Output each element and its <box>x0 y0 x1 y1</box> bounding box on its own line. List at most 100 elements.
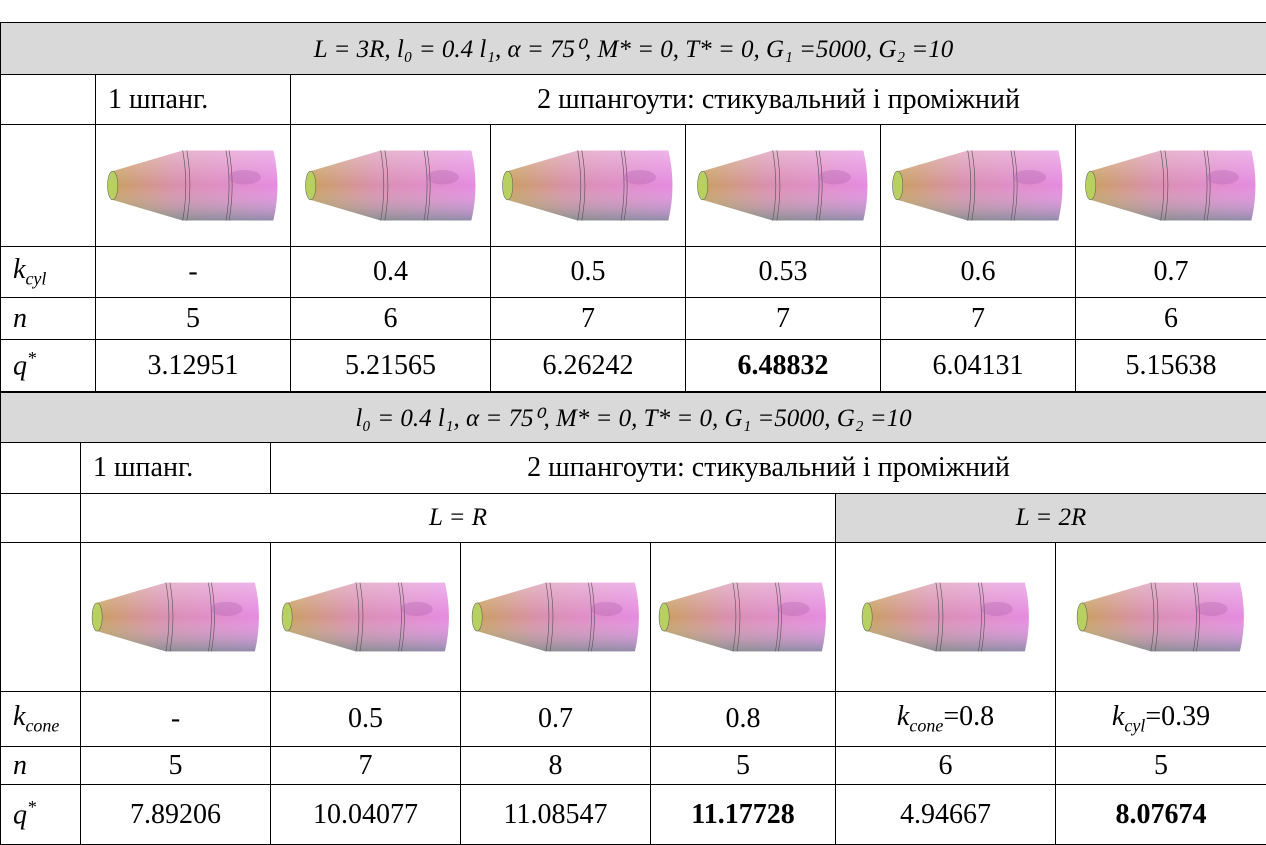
superscript: * <box>27 348 36 368</box>
image-cell <box>651 543 836 692</box>
shell-opening <box>1077 603 1087 631</box>
shell-shade <box>477 583 639 652</box>
cell: 11.08547 <box>461 785 651 845</box>
image-cell <box>271 543 461 692</box>
buckle <box>590 602 622 616</box>
cell: 0.6 <box>881 247 1076 298</box>
group-2: 2 шпангоути: стикувальний і проміжний <box>271 443 1266 494</box>
symbol: q <box>13 351 27 382</box>
group-1: 1 шпанг. <box>81 443 271 494</box>
cell: 7 <box>686 298 881 340</box>
subscript: cone <box>909 716 943 736</box>
top-margin <box>0 0 1266 22</box>
cell: - <box>81 692 271 747</box>
shell-shade <box>664 583 826 652</box>
cell: 7 <box>271 747 461 785</box>
buckle <box>1206 170 1239 184</box>
image-cell <box>491 125 686 247</box>
shell-shade <box>97 583 259 652</box>
symbol: k <box>1112 701 1124 732</box>
text: =0.8 <box>943 701 994 732</box>
cell <box>1 125 96 247</box>
image-cell <box>881 125 1076 247</box>
cell: 7 <box>881 298 1076 340</box>
shell-opening <box>698 171 708 200</box>
image-cell <box>81 543 271 692</box>
shell-image <box>885 134 1071 237</box>
shell-image <box>1070 558 1252 676</box>
shell-image <box>275 558 457 676</box>
buckle <box>818 170 851 184</box>
shell-opening <box>92 603 102 631</box>
row-label: n <box>1 747 81 785</box>
symbol: n <box>13 303 27 334</box>
shell-opening <box>282 603 292 631</box>
shell-image <box>652 558 834 676</box>
length-2: L = 2R <box>836 494 1266 543</box>
superscript: * <box>27 797 36 817</box>
shell-shade <box>287 583 449 652</box>
text: =0.39 <box>1145 701 1210 732</box>
cell: 10.04077 <box>271 785 461 845</box>
buckle <box>777 602 809 616</box>
cell: 8 <box>461 747 651 785</box>
image-cell <box>96 125 291 247</box>
cell: 5 <box>651 747 836 785</box>
shell-shade <box>703 150 868 220</box>
cell: 0.5 <box>491 247 686 298</box>
shell-shade <box>310 150 475 220</box>
cell: 4.94667 <box>836 785 1056 845</box>
row-label: n <box>1 298 96 340</box>
cell <box>1 543 81 692</box>
length-1: L = R <box>81 494 836 543</box>
buckle <box>210 602 242 616</box>
cell: 7.89206 <box>81 785 271 845</box>
shell-opening <box>305 171 315 200</box>
cell: 6.48832 <box>686 340 881 392</box>
cell: 5 <box>81 747 271 785</box>
subscript: cone <box>25 716 59 736</box>
shell-opening <box>503 171 513 200</box>
shell-image <box>100 134 286 237</box>
group-2: 2 шпангоути: стикувальний і проміжний <box>291 75 1266 125</box>
page: L = 3R, l₀ = 0.4 l₁, α = 75⁰, M* = 0, T*… <box>0 0 1266 843</box>
cell: 6.26242 <box>491 340 686 392</box>
shell-opening <box>893 171 903 200</box>
symbol: k <box>13 254 25 285</box>
shell-opening <box>108 171 118 200</box>
cell: 8.07674 <box>1056 785 1266 845</box>
row-label: kcyl <box>1 247 96 298</box>
table-row <box>1 125 1266 247</box>
cell: 5 <box>1056 747 1266 785</box>
cell: 6.04131 <box>881 340 1076 392</box>
row-label: q* <box>1 340 96 392</box>
header: l₀ = 0.4 l₁, α = 75⁰, M* = 0, T* = 0, G₁… <box>1 393 1266 443</box>
table-row: 1 шпанг.2 шпангоути: стикувальний і пром… <box>1 443 1266 494</box>
subscript: cyl <box>25 269 46 289</box>
header: L = 3R, l₀ = 0.4 l₁, α = 75⁰, M* = 0, T*… <box>1 23 1266 75</box>
cell: 6 <box>836 747 1056 785</box>
shell-opening <box>472 603 482 631</box>
image-cell <box>836 543 1056 692</box>
shell-opening <box>1086 171 1096 200</box>
cell: 0.8 <box>651 692 836 747</box>
symbol: k <box>897 701 909 732</box>
shell-image <box>85 558 267 676</box>
shell-shade <box>867 583 1029 652</box>
shell-image <box>1078 134 1264 237</box>
buckle <box>623 170 656 184</box>
cell: 7 <box>491 298 686 340</box>
symbol: q <box>13 800 27 831</box>
image-cell <box>291 125 491 247</box>
shell-image <box>495 134 681 237</box>
image-cell <box>1076 125 1266 247</box>
cell: 11.17728 <box>651 785 836 845</box>
shell-shade <box>898 150 1063 220</box>
shell-opening <box>862 603 872 631</box>
cell: 6 <box>1076 298 1266 340</box>
